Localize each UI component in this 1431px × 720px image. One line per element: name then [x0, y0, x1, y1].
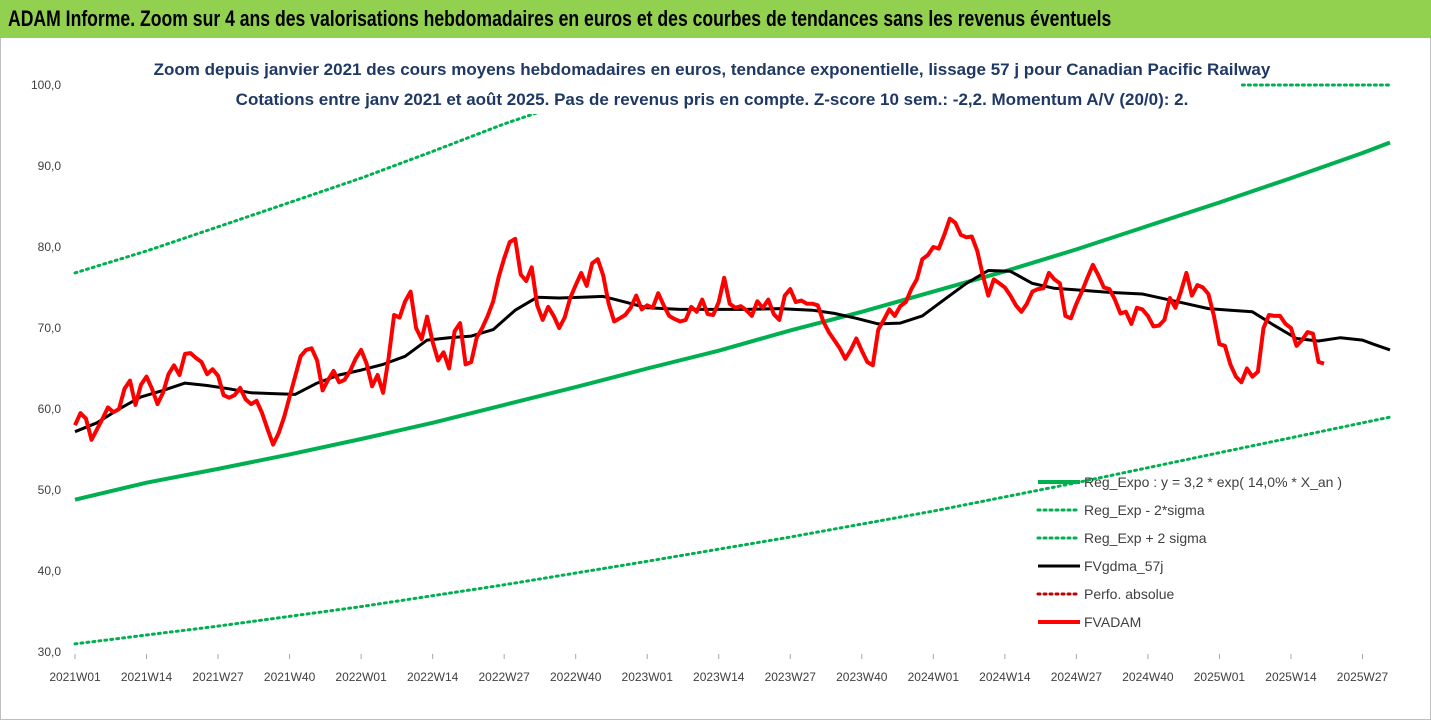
x-tick-label: 2024W01 [908, 670, 960, 684]
x-tick-label: 2024W14 [979, 670, 1031, 684]
y-tick-label: 90,0 [38, 159, 62, 173]
legend-entry-label: FVADAM [1084, 614, 1141, 630]
series-reg-expo [74, 140, 1391, 502]
x-tick-label: 2021W01 [49, 670, 101, 684]
chart-title: Zoom depuis janvier 2021 des cours moyen… [154, 50, 1271, 114]
y-tick-label: 30,0 [38, 645, 62, 659]
series-reg-exp-plus-2sigma [73, 103, 561, 275]
x-tick-label: 2022W40 [550, 670, 602, 684]
x-tick-label: 2025W14 [1265, 670, 1317, 684]
y-tick-label: 60,0 [38, 402, 62, 416]
x-tick-label: 2023W14 [693, 670, 745, 684]
x-tick-label: 2022W01 [335, 670, 387, 684]
y-axis: 30,0 40,0 50,0 60,0 70,0 80,0 90,0 100,0 [31, 78, 61, 659]
x-axis: 2021W01 2021W14 2021W27 2021W40 2022W01 2022W… [49, 654, 1388, 684]
x-tick-label: 2021W27 [192, 670, 244, 684]
x-tick-label: 2024W27 [1051, 670, 1103, 684]
y-tick-label: 100,0 [31, 78, 61, 92]
report-banner: ADAM Informe. Zoom sur 4 ans des valoris… [0, 0, 1431, 38]
legend-entry-label: Perfo. absolue [1084, 586, 1174, 602]
x-tick-label: 2023W27 [765, 670, 817, 684]
y-tick-label: 40,0 [38, 564, 62, 578]
y-tick-label: 70,0 [38, 321, 62, 335]
x-tick-label: 2025W01 [1194, 670, 1246, 684]
series-layer [73, 83, 1392, 646]
x-tick-label: 2022W14 [407, 670, 459, 684]
x-tick-label: 2024W40 [1122, 670, 1174, 684]
series-fvadam [73, 216, 1325, 447]
series-fvgdma-57j [74, 269, 1391, 434]
y-tick-label: 80,0 [38, 240, 62, 254]
legend-entry-label: Reg_Exp - 2*sigma [1084, 502, 1205, 518]
chart-title-background [185, 50, 1240, 114]
x-tick-label: 2021W14 [121, 670, 173, 684]
series-reg-exp-minus-2sigma [73, 415, 1392, 646]
x-tick-label: 2022W27 [478, 670, 530, 684]
legend-entry-label: FVgdma_57j [1084, 558, 1163, 574]
legend-entry-label: Reg_Expo : y = 3,2 * exp( 14,0% * X_an ) [1084, 474, 1342, 490]
y-tick-label: 50,0 [38, 483, 62, 497]
chart-title-line-1: Zoom depuis janvier 2021 des cours moyen… [154, 60, 1271, 79]
x-tick-label: 2023W01 [622, 670, 674, 684]
report-banner-title: ADAM Informe. Zoom sur 4 ans des valoris… [8, 6, 1112, 31]
x-tick-label: 2025W27 [1337, 670, 1389, 684]
chart-title-line-2: Cotations entre janv 2021 et août 2025. … [236, 90, 1189, 109]
legend: Reg_Expo : y = 3,2 * exp( 14,0% * X_an )… [1036, 474, 1342, 630]
x-tick-label: 2021W40 [264, 670, 316, 684]
legend-entry-label: Reg_Exp + 2 sigma [1084, 530, 1207, 546]
x-tick-label: 2023W40 [836, 670, 888, 684]
